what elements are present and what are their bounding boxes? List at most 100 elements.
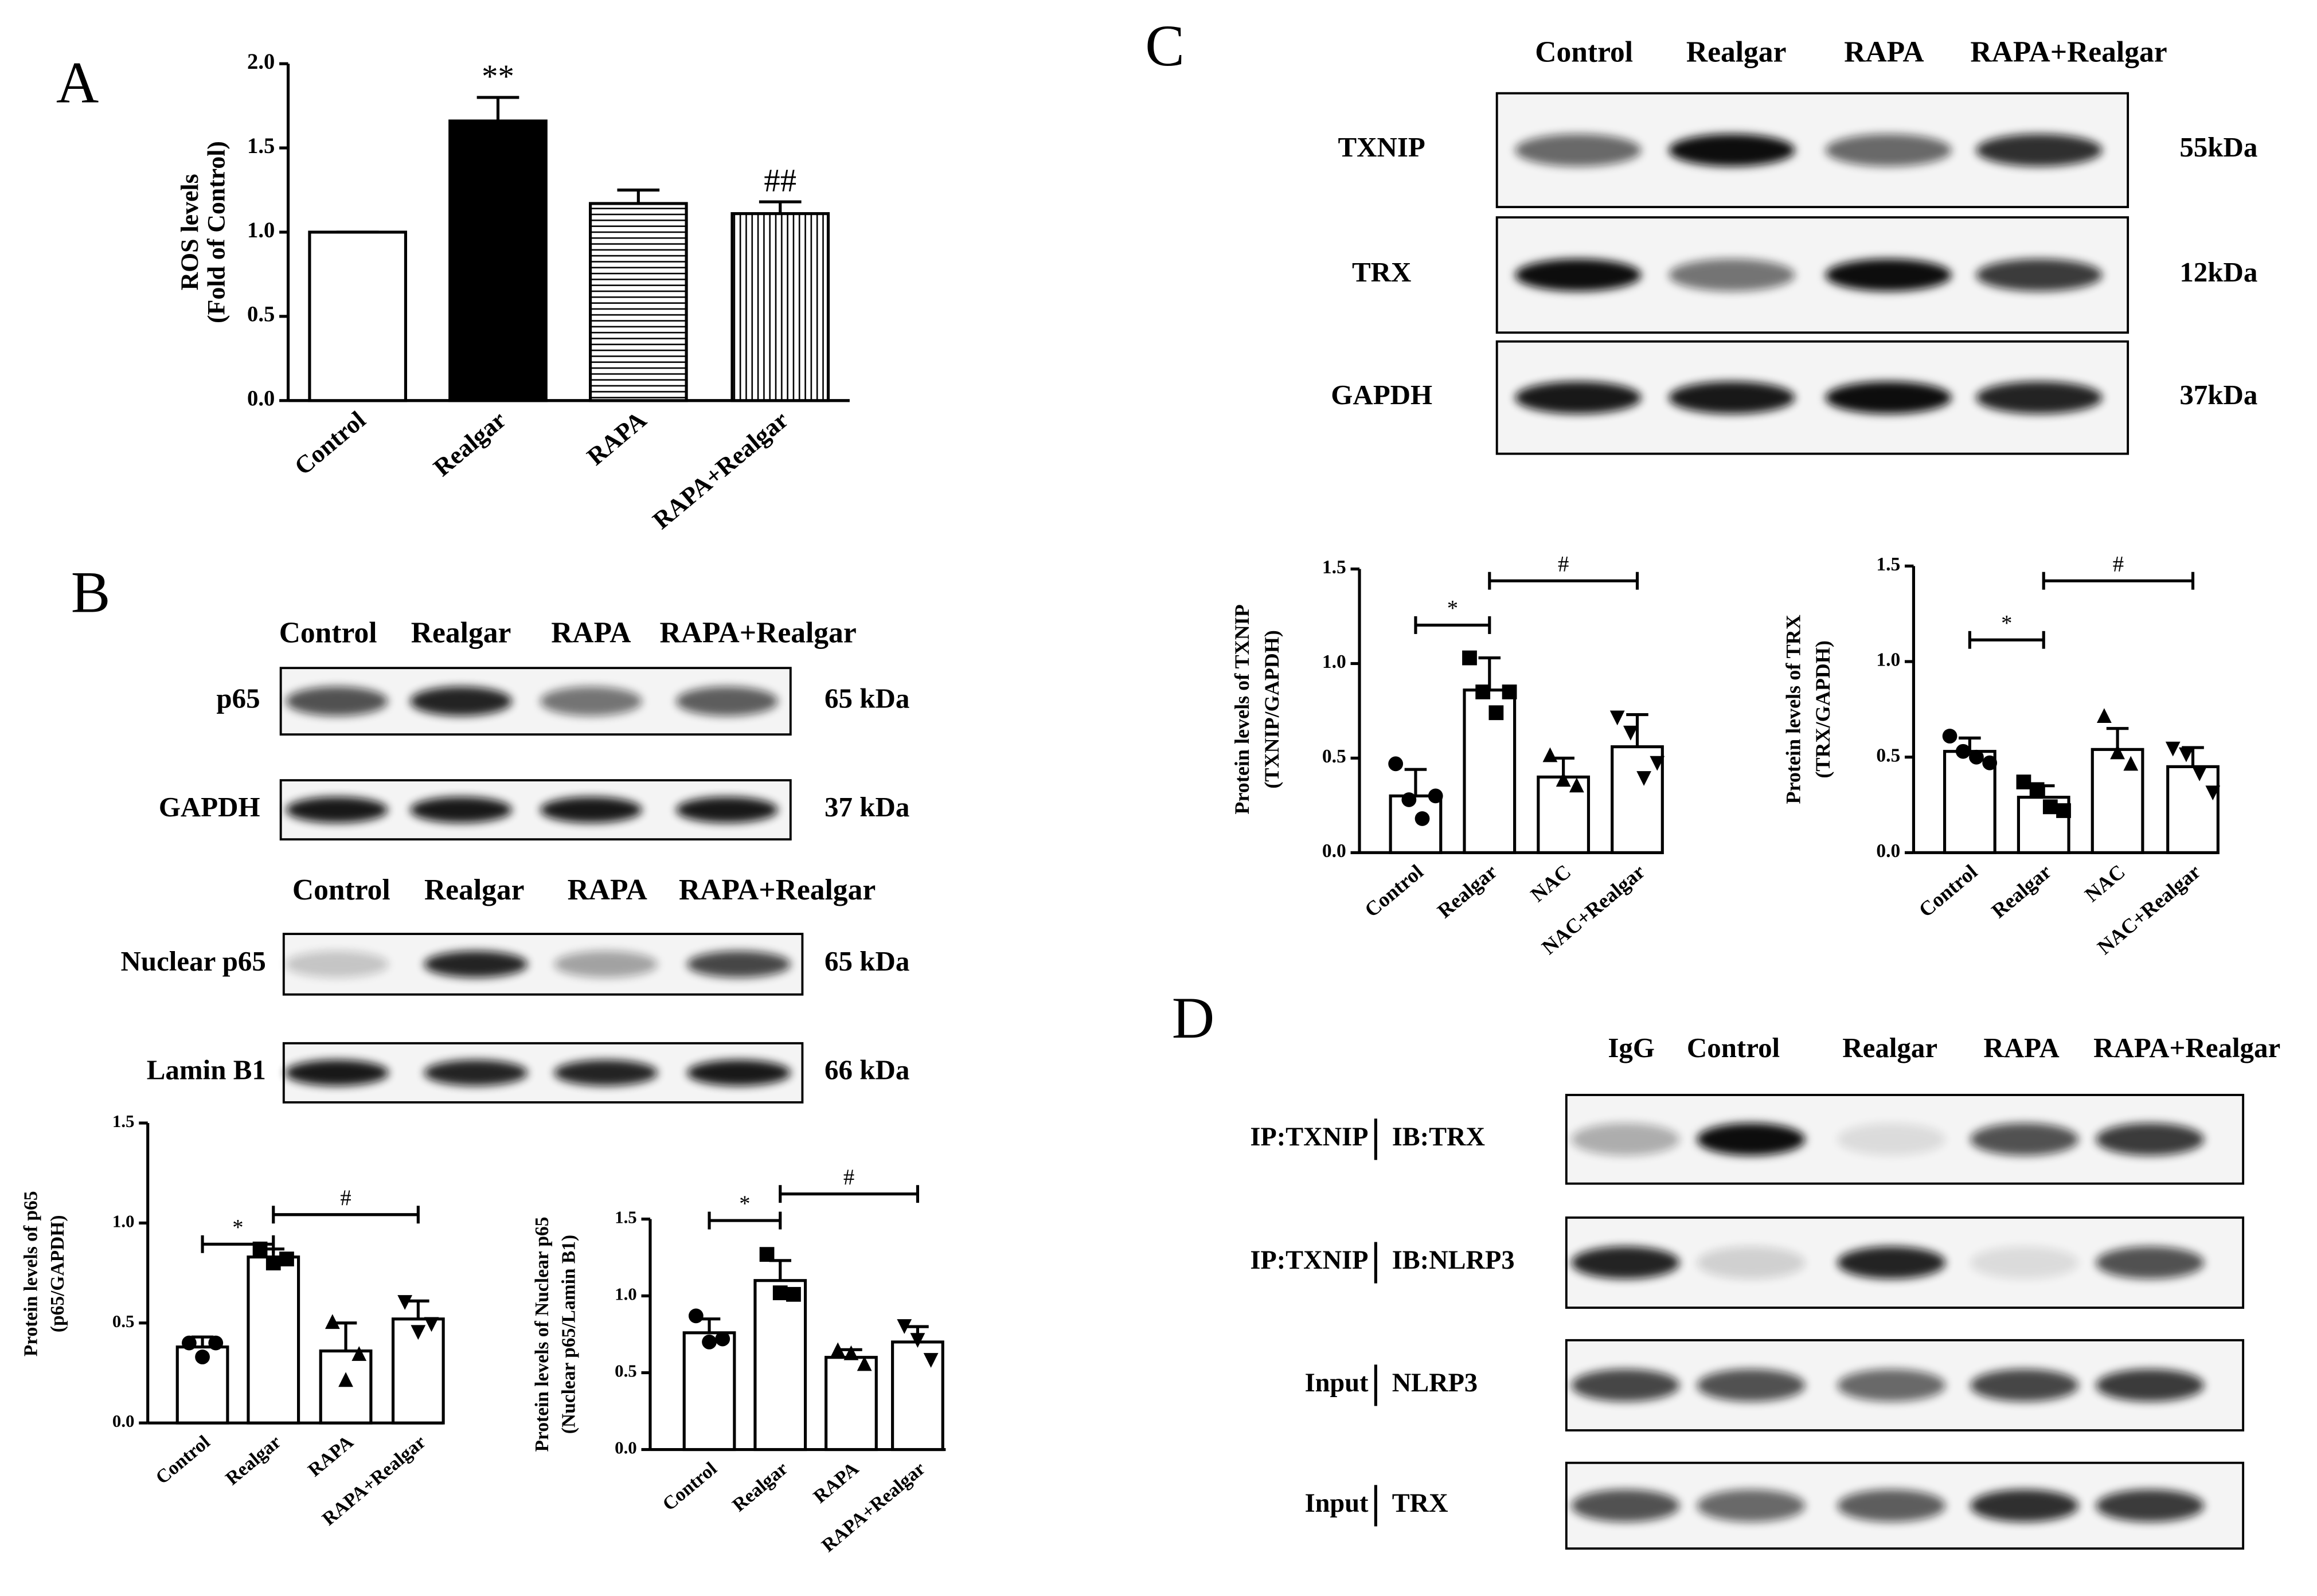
y-axis-label: (Nuclear p65/Lamin B1) (558, 1235, 579, 1434)
y-tick-label: 1.0 (1876, 650, 1900, 671)
data-point (2179, 747, 2194, 762)
data-point (2042, 799, 2058, 815)
x-tick-label: RAPA (304, 1431, 357, 1481)
band (1571, 1246, 1680, 1279)
data-point (830, 1342, 846, 1358)
data-point (411, 1325, 426, 1340)
blot-frame (279, 667, 792, 736)
row-label: Input (1305, 1489, 1369, 1518)
band (424, 1059, 528, 1086)
band (2096, 1489, 2205, 1522)
lane-label: RAPA+Realgar (1970, 36, 2167, 69)
significance-label: ** (482, 58, 514, 95)
data-point (2123, 756, 2139, 771)
lane-label: RAPA+Realgar (659, 616, 856, 649)
y-axis-label: Protein levels of TXNIP (1230, 604, 1253, 814)
data-point (2097, 708, 2112, 723)
western-blot: Control Realgar RAPA RAPA+Realgar TXNIP 55kDa… (1331, 36, 2257, 455)
y-tick-label: 0.0 (615, 1438, 637, 1458)
bar (589, 202, 688, 402)
data-point (1415, 811, 1430, 826)
data-point (1609, 710, 1625, 726)
data-point (1650, 756, 1665, 771)
significance-label: * (739, 1192, 750, 1216)
row-label: GAPDH (159, 791, 260, 823)
x-tick-label: Realgar (1433, 860, 1501, 922)
bar-chart: 0.0 0.5 1.0 1.5 Protein levels of TRX (TRX/GA… (1782, 552, 2221, 959)
data-point (351, 1346, 367, 1361)
band (1837, 1489, 1946, 1522)
lane-label: Control (279, 616, 377, 649)
blot-frame (279, 779, 792, 841)
y-tick-label: 0.5 (615, 1361, 637, 1381)
probe-label: IB:NLRP3 (1392, 1246, 1515, 1275)
data-point (1401, 792, 1417, 807)
band (2096, 1122, 2205, 1156)
lane-label: RAPA (568, 874, 647, 906)
band (410, 686, 512, 716)
data-point (1462, 650, 1477, 666)
data-point (1388, 756, 1404, 772)
y-tick-label: 0.5 (112, 1311, 135, 1331)
band (676, 686, 778, 716)
western-blot: Control Realgar RAPA RAPA+Realgar Nuclear p6… (121, 874, 909, 1104)
lane-label: RAPA (1844, 36, 1924, 69)
data-point (1636, 771, 1651, 786)
row-label: IP:TXNIP (1250, 1122, 1368, 1152)
band (676, 796, 778, 823)
data-point (2016, 774, 2031, 789)
bar (308, 230, 408, 402)
significance-label: * (1447, 597, 1458, 621)
x-tick-label: Control (659, 1458, 721, 1515)
probe-label: TRX (1392, 1489, 1448, 1518)
data-point (195, 1349, 210, 1364)
band (687, 950, 791, 978)
data-point (1556, 772, 1571, 787)
band (540, 796, 642, 823)
data-point (1502, 684, 1517, 699)
band (285, 950, 389, 978)
row-label: TRX (1352, 256, 1411, 288)
band (1669, 381, 1795, 414)
data-point (1969, 749, 1984, 765)
panel-label: D (1172, 985, 1214, 1051)
band (1976, 259, 2103, 292)
data-point (424, 1317, 439, 1332)
molecular-weight: 55kDa (2179, 131, 2257, 163)
bar (247, 1255, 300, 1425)
band (1976, 134, 2103, 167)
row-label: TXNIP (1338, 131, 1425, 163)
y-tick-label: 1.5 (615, 1207, 637, 1227)
band (1515, 259, 1642, 292)
band (1697, 1122, 1806, 1156)
band (1970, 1489, 2079, 1522)
band (554, 1059, 658, 1086)
blot-frame (1495, 216, 2130, 334)
band (1825, 259, 1952, 292)
y-tick-label: 0.0 (112, 1411, 135, 1431)
y-axis-label: (p65/GAPDH) (47, 1215, 68, 1332)
blot-frame (1565, 1339, 2245, 1431)
bar (2166, 765, 2220, 854)
data-point (265, 1255, 281, 1271)
band (1970, 1246, 2079, 1279)
y-tick-label: 1.5 (247, 134, 275, 158)
data-point (1569, 777, 1584, 793)
lane-label: Realgar (1842, 1032, 1937, 1063)
y-axis-label: Protein levels of Nuclear p65 (532, 1217, 553, 1452)
x-tick-label: Realgar (728, 1458, 792, 1516)
significance-label: # (2113, 552, 2124, 576)
data-point (1428, 788, 1443, 804)
band (554, 950, 658, 978)
molecular-weight: 65 kDa (825, 682, 909, 714)
lane-label: Control (292, 874, 390, 906)
band (285, 1059, 389, 1086)
band (1697, 1369, 1806, 1402)
x-tick-label: Control (1914, 860, 1982, 922)
x-tick-label: RAPA (810, 1458, 863, 1508)
band (1571, 1122, 1680, 1156)
data-point (181, 1335, 197, 1351)
band (286, 796, 388, 823)
